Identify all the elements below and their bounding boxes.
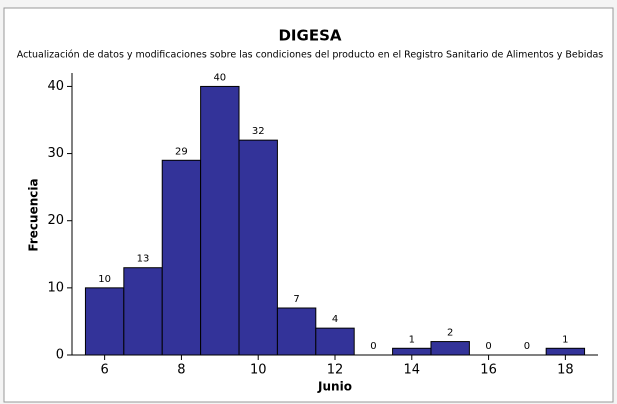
value-label: 7 (293, 294, 299, 305)
y-tick-label: 30 (47, 146, 64, 161)
x-tick-label: 10 (250, 363, 267, 378)
value-label: 0 (485, 341, 491, 352)
x-tick-label: 16 (480, 363, 497, 378)
bar (123, 267, 163, 356)
bar (392, 347, 432, 356)
value-label: 2 (447, 328, 453, 339)
x-tick-label: 6 (100, 363, 108, 378)
bar (430, 341, 470, 356)
chart-subtitle: Actualización de datos y modificaciones … (17, 50, 604, 61)
bar (238, 139, 278, 356)
chart-title: DIGESA (278, 27, 341, 45)
y-tick-label: 10 (47, 280, 64, 295)
value-label: 29 (175, 146, 188, 157)
value-label: 10 (98, 274, 111, 285)
bar (200, 85, 240, 356)
bar (315, 327, 355, 356)
value-label: 1 (409, 334, 415, 345)
bar (84, 287, 125, 356)
value-label: 0 (370, 341, 376, 352)
x-tick-label: 8 (177, 363, 185, 378)
x-axis-label: Junio (317, 380, 352, 394)
x-tick-label: 12 (327, 363, 344, 378)
value-label: 32 (252, 126, 265, 137)
bar (545, 347, 586, 356)
y-axis-label: Frecuencia (27, 178, 41, 251)
value-label: 0 (524, 341, 530, 352)
bar (161, 159, 202, 356)
y-tick-label: 20 (47, 213, 64, 228)
value-label: 4 (332, 314, 338, 325)
value-label: 13 (137, 254, 150, 265)
x-tick-label: 18 (557, 363, 574, 378)
value-label: 40 (213, 72, 226, 83)
y-tick-label: 0 (56, 348, 64, 363)
x-tick-label: 14 (404, 363, 421, 378)
bar (276, 307, 317, 356)
y-tick-label: 40 (47, 79, 64, 94)
value-label: 1 (562, 334, 568, 345)
